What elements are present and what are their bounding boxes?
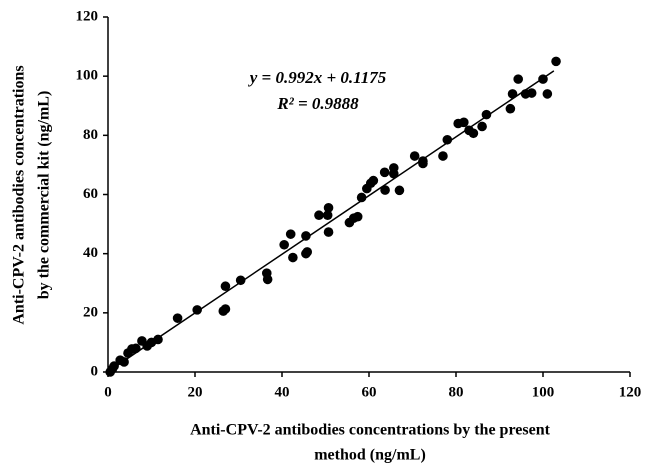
point [538,74,548,84]
point [459,117,469,128]
point [323,227,334,237]
x-tick-label: 0 [104,384,112,400]
point [418,158,428,169]
y-tick-label: 20 [83,304,98,320]
y-tick-label: 60 [83,186,98,202]
point [352,211,363,222]
point [109,361,119,371]
point [220,281,231,292]
point [323,203,334,213]
point [542,89,553,99]
point [481,109,492,120]
point [285,229,296,239]
y-axis-title: Anti-CPV-2 antibodies concentrations [11,65,28,324]
point [394,185,405,196]
point [172,313,183,323]
point [220,304,231,314]
point [379,167,390,178]
r-squared: R² = 0.9888 [276,94,359,113]
x-axis-title: Anti-CPV-2 antibodies concentrations by … [190,422,551,439]
point [301,231,311,241]
point [279,239,289,250]
point [235,275,246,286]
equation: y = 0.992x + 0.1175 [248,68,387,87]
x-axis-title: method (ng/mL) [314,447,426,464]
y-tick-label: 40 [83,245,98,261]
x-tick-label: 100 [532,384,555,400]
point [526,88,537,98]
point [314,210,324,221]
point [368,175,379,186]
point [442,134,453,145]
x-tick-label: 40 [275,384,290,400]
point [380,185,390,195]
point [131,343,141,354]
point [262,274,273,285]
y-tick-label: 120 [76,8,99,24]
x-tick-label: 60 [362,384,377,400]
x-tick-label: 120 [619,384,642,400]
y-tick-label: 80 [83,127,98,143]
point [409,151,420,161]
x-tick-label: 20 [188,384,203,400]
y-tick-label: 100 [76,68,99,84]
point [477,121,487,132]
point [438,151,448,161]
point [513,74,524,84]
point [505,103,516,114]
point [192,305,202,315]
point [322,210,333,221]
trendline [107,70,555,373]
point [551,56,561,67]
point [388,168,399,179]
point [119,357,129,367]
point [356,192,367,203]
y-axis-title: by the commercial kit (ng/mL) [36,91,53,300]
point [153,334,163,345]
point [507,89,518,99]
x-tick-label: 80 [449,384,464,400]
y-tick-label: 0 [91,363,99,379]
point [301,248,311,259]
point [468,128,479,139]
point [288,252,298,263]
